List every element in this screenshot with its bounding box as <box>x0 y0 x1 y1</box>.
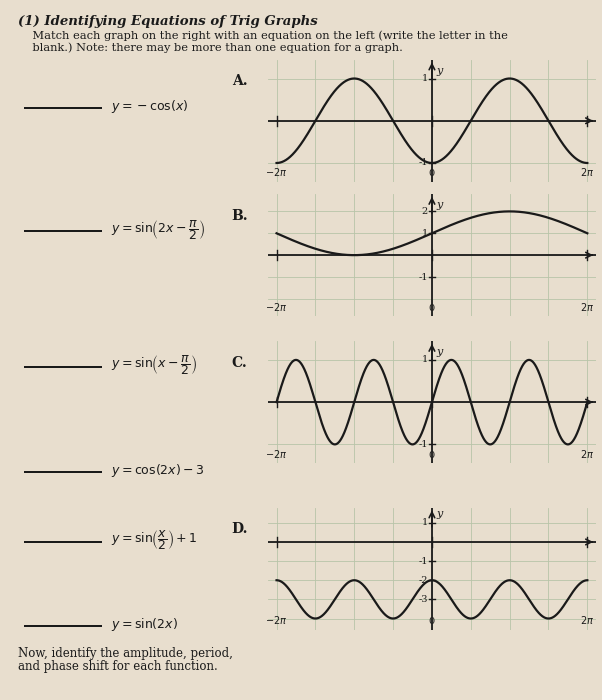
Text: B.: B. <box>232 209 249 223</box>
Text: 0: 0 <box>429 617 435 626</box>
Text: $-2\pi$: $-2\pi$ <box>265 301 288 313</box>
Text: Now, identify the amplitude, period,: Now, identify the amplitude, period, <box>18 648 233 661</box>
Text: 0: 0 <box>429 304 435 313</box>
Text: -2: -2 <box>418 575 428 584</box>
Text: -1: -1 <box>418 556 428 566</box>
Text: $2\pi$: $2\pi$ <box>580 448 594 460</box>
Text: $-2\pi$: $-2\pi$ <box>265 615 288 626</box>
Text: $y = \sin\!\left(x - \dfrac{\pi}{2}\right)$: $y = \sin\!\left(x - \dfrac{\pi}{2}\righ… <box>111 354 197 377</box>
Text: 0: 0 <box>429 451 435 460</box>
Text: A.: A. <box>232 74 247 88</box>
Text: 0: 0 <box>429 169 435 178</box>
Text: and phase shift for each function.: and phase shift for each function. <box>18 660 218 673</box>
Text: y: y <box>436 200 442 210</box>
Text: $2\pi$: $2\pi$ <box>580 167 594 178</box>
Text: $-2\pi$: $-2\pi$ <box>265 448 288 460</box>
Text: D.: D. <box>232 522 248 536</box>
Text: -1: -1 <box>418 440 428 449</box>
Text: -1: -1 <box>418 158 428 167</box>
Text: 1: 1 <box>421 229 428 238</box>
Text: -1: -1 <box>418 272 428 281</box>
Text: $y = \sin\!\left(\dfrac{x}{2}\right) + 1$: $y = \sin\!\left(\dfrac{x}{2}\right) + 1… <box>111 528 198 552</box>
Text: $y = \sin(2x)$: $y = \sin(2x)$ <box>111 616 178 633</box>
Text: $y = \cos(2x) - 3$: $y = \cos(2x) - 3$ <box>111 462 205 479</box>
Text: 1: 1 <box>421 518 428 527</box>
Text: y: y <box>436 66 442 76</box>
Text: C.: C. <box>232 356 247 370</box>
Text: $y = -\cos(x)$: $y = -\cos(x)$ <box>111 98 189 115</box>
Text: 2: 2 <box>421 207 428 216</box>
Text: 1: 1 <box>421 74 428 83</box>
Text: $-2\pi$: $-2\pi$ <box>265 167 288 178</box>
Text: Match each graph on the right with an equation on the left (write the letter in : Match each graph on the right with an eq… <box>18 30 508 41</box>
Text: y: y <box>436 347 442 357</box>
Text: y: y <box>436 509 442 519</box>
Text: $2\pi$: $2\pi$ <box>580 615 594 626</box>
Text: blank.) Note: there may be more than one equation for a graph.: blank.) Note: there may be more than one… <box>18 42 403 52</box>
Text: (1) Identifying Equations of Trig Graphs: (1) Identifying Equations of Trig Graphs <box>18 15 318 29</box>
Text: $2\pi$: $2\pi$ <box>580 301 594 313</box>
Text: 1: 1 <box>421 356 428 365</box>
Text: -3: -3 <box>418 595 428 604</box>
Text: $y = \sin\!\left(2x - \dfrac{\pi}{2}\right)$: $y = \sin\!\left(2x - \dfrac{\pi}{2}\rig… <box>111 218 205 241</box>
